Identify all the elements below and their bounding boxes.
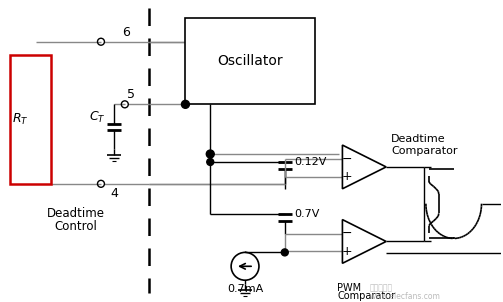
Text: Deadtime: Deadtime <box>391 134 446 144</box>
Text: www.elecfans.com: www.elecfans.com <box>369 292 440 300</box>
Circle shape <box>281 249 288 256</box>
Text: 0.7V: 0.7V <box>295 209 320 219</box>
Text: 6: 6 <box>122 26 130 39</box>
Bar <box>186 18 314 104</box>
Text: PWM: PWM <box>338 283 362 293</box>
Text: Comparator: Comparator <box>338 291 395 301</box>
Text: Deadtime: Deadtime <box>47 207 105 220</box>
Text: +: + <box>342 170 353 183</box>
Text: 4: 4 <box>110 187 118 200</box>
Text: −: − <box>342 227 353 240</box>
Bar <box>10 55 51 184</box>
Text: Comparator: Comparator <box>391 146 458 156</box>
Circle shape <box>182 100 190 108</box>
Text: +: + <box>342 245 353 258</box>
Text: $C_T$: $C_T$ <box>89 110 105 125</box>
Text: 5: 5 <box>127 88 135 101</box>
Text: 电子发烧友: 电子发烧友 <box>369 284 392 293</box>
Text: 0.7mA: 0.7mA <box>227 284 263 294</box>
Text: −: − <box>342 153 353 165</box>
Text: Oscillator: Oscillator <box>217 54 283 68</box>
Text: 0.12V: 0.12V <box>295 157 327 167</box>
Circle shape <box>207 159 214 165</box>
Circle shape <box>206 150 214 158</box>
Text: $R_T$: $R_T$ <box>12 112 29 127</box>
Text: Control: Control <box>55 220 98 233</box>
